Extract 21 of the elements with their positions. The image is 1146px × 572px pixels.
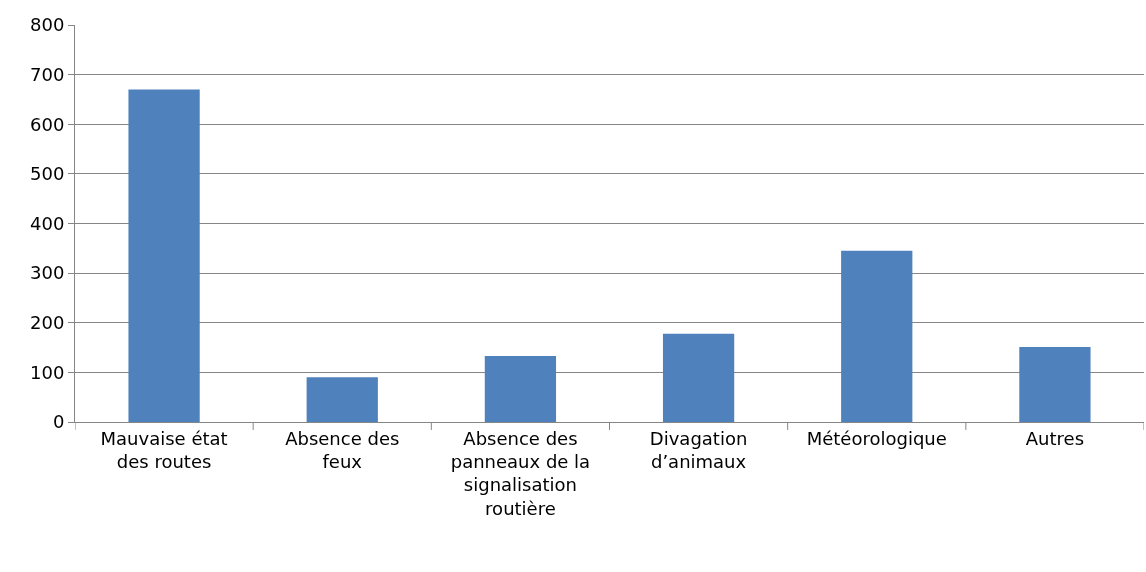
x-tick-label: Absence des feux: [285, 427, 400, 472]
y-tick-label: 100: [30, 361, 65, 383]
y-tick-label: 0: [52, 411, 65, 433]
x-tick-label: Mauvaise état des routes: [100, 427, 228, 472]
x-tick-label: Autres: [1025, 427, 1085, 449]
y-tick-label: 800: [30, 14, 65, 36]
y-tick-label: 500: [30, 163, 65, 185]
x-tick-label: Divagation d’animaux: [649, 427, 748, 472]
y-tick-label: 600: [30, 113, 65, 135]
bar: [1019, 347, 1091, 422]
y-tick-label: 200: [30, 312, 65, 334]
bar: [841, 250, 913, 422]
x-tick-label: Absence des panneaux de la signalisation routière: [450, 427, 591, 519]
bar: [484, 356, 557, 422]
bar: [306, 377, 378, 422]
bar: [128, 89, 200, 422]
bar: [662, 333, 735, 422]
x-tick-label: Météorologique: [806, 427, 947, 449]
y-tick-label: 300: [30, 262, 65, 284]
y-tick-label: 400: [30, 212, 65, 234]
y-tick-label: 700: [30, 63, 65, 85]
